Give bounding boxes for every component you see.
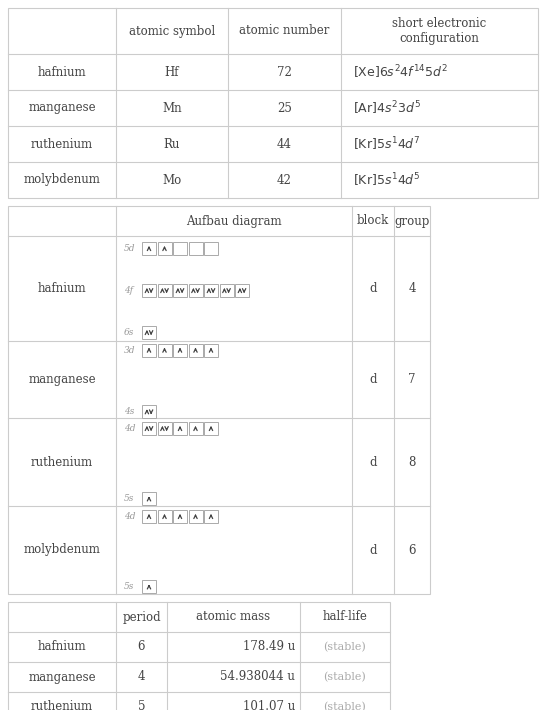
Bar — [8, 602, 390, 710]
Text: 6: 6 — [408, 543, 416, 557]
Bar — [142, 344, 156, 356]
Text: 5s: 5s — [124, 494, 134, 503]
Bar — [188, 422, 203, 435]
Bar — [142, 510, 156, 523]
Text: 5d: 5d — [124, 244, 135, 253]
Text: d: d — [369, 456, 377, 469]
Text: 4f: 4f — [124, 286, 133, 295]
Bar — [204, 422, 218, 435]
Bar — [219, 284, 234, 297]
Bar — [142, 493, 156, 506]
Text: manganese: manganese — [28, 373, 96, 386]
Text: d: d — [369, 282, 377, 295]
Text: atomic number: atomic number — [239, 25, 330, 38]
Text: block: block — [357, 214, 389, 227]
Text: 4: 4 — [408, 282, 416, 295]
Text: Ru: Ru — [164, 138, 180, 151]
Text: half-life: half-life — [323, 611, 367, 623]
Text: 54.938044 u: 54.938044 u — [220, 670, 295, 684]
Text: $\rm [Kr]5\mathit{s}^1\rm 4\mathit{d}^7$: $\rm [Kr]5\mathit{s}^1\rm 4\mathit{d}^7$ — [353, 135, 421, 153]
Bar — [142, 581, 156, 594]
Text: 3d: 3d — [124, 346, 135, 355]
Text: hafnium: hafnium — [38, 640, 86, 653]
Text: short electronic
configuration: short electronic configuration — [393, 17, 486, 45]
Bar — [173, 284, 187, 297]
Text: ruthenium: ruthenium — [31, 456, 93, 469]
Bar — [142, 242, 156, 255]
Text: period: period — [122, 611, 161, 623]
Text: atomic mass: atomic mass — [197, 611, 271, 623]
Bar — [8, 206, 430, 594]
Text: group: group — [394, 214, 430, 227]
Text: $\rm [Xe]6\mathit{s}^2\rm 4\mathit{f}^{14}\rm 5\mathit{d}^2$: $\rm [Xe]6\mathit{s}^2\rm 4\mathit{f}^{1… — [353, 63, 448, 81]
Bar — [142, 405, 156, 418]
Text: 42: 42 — [277, 173, 292, 187]
Text: 4d: 4d — [124, 512, 135, 521]
Bar — [157, 242, 171, 255]
Text: molybdenum: molybdenum — [23, 173, 100, 187]
Text: 4s: 4s — [124, 408, 134, 416]
Bar — [157, 510, 171, 523]
Text: 8: 8 — [408, 456, 416, 469]
Text: d: d — [369, 543, 377, 557]
Text: 4d: 4d — [124, 424, 135, 433]
Text: 25: 25 — [277, 102, 292, 114]
Bar — [235, 284, 249, 297]
Text: Mo: Mo — [162, 173, 182, 187]
Bar — [173, 242, 187, 255]
Bar — [8, 8, 538, 198]
Text: Hf: Hf — [165, 65, 179, 79]
Text: (stable): (stable) — [324, 672, 366, 682]
Text: Aufbau diagram: Aufbau diagram — [186, 214, 282, 227]
Text: atomic symbol: atomic symbol — [129, 25, 215, 38]
Text: $\rm [Ar]4\mathit{s}^2\rm 3\mathit{d}^5$: $\rm [Ar]4\mathit{s}^2\rm 3\mathit{d}^5$ — [353, 99, 421, 116]
Text: 101.07 u: 101.07 u — [243, 701, 295, 710]
Text: 72: 72 — [277, 65, 292, 79]
Text: 178.49 u: 178.49 u — [243, 640, 295, 653]
Bar — [157, 422, 171, 435]
Text: 5: 5 — [138, 701, 145, 710]
Text: molybdenum: molybdenum — [23, 543, 100, 557]
Bar — [173, 510, 187, 523]
Bar — [142, 422, 156, 435]
Text: 7: 7 — [408, 373, 416, 386]
Text: 44: 44 — [277, 138, 292, 151]
Bar — [173, 344, 187, 356]
Text: 6: 6 — [138, 640, 145, 653]
Bar — [204, 242, 218, 255]
Text: 4: 4 — [138, 670, 145, 684]
Text: manganese: manganese — [28, 102, 96, 114]
Bar — [173, 422, 187, 435]
Text: (stable): (stable) — [324, 702, 366, 710]
Text: hafnium: hafnium — [38, 65, 86, 79]
Text: 6s: 6s — [124, 328, 134, 337]
Text: d: d — [369, 373, 377, 386]
Text: ruthenium: ruthenium — [31, 701, 93, 710]
Bar — [204, 344, 218, 356]
Text: hafnium: hafnium — [38, 282, 86, 295]
Text: Mn: Mn — [162, 102, 182, 114]
Text: $\rm [Kr]5\mathit{s}^1\rm 4\mathit{d}^5$: $\rm [Kr]5\mathit{s}^1\rm 4\mathit{d}^5$ — [353, 171, 421, 189]
Text: ruthenium: ruthenium — [31, 138, 93, 151]
Bar — [204, 284, 218, 297]
Bar — [157, 284, 171, 297]
Bar — [157, 344, 171, 356]
Bar — [188, 242, 203, 255]
Bar — [142, 326, 156, 339]
Bar — [188, 284, 203, 297]
Text: 5s: 5s — [124, 582, 134, 591]
Text: (stable): (stable) — [324, 642, 366, 652]
Bar — [142, 284, 156, 297]
Bar — [188, 344, 203, 356]
Text: manganese: manganese — [28, 670, 96, 684]
Bar — [188, 510, 203, 523]
Bar — [204, 510, 218, 523]
